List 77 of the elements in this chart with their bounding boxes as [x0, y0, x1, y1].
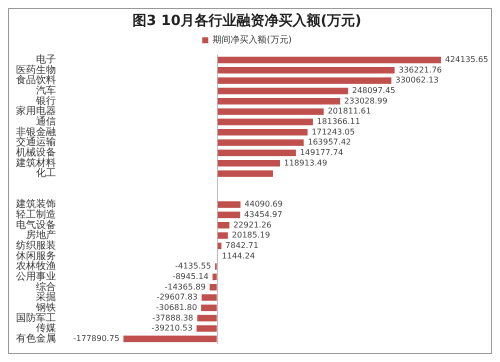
chart-title: 图3 10月各行业融资净买入额(万元): [132, 12, 362, 30]
bar: [218, 150, 296, 156]
y-tick-label: 化工: [36, 167, 56, 180]
bar: [201, 304, 217, 312]
y-tick-label: 综合: [36, 280, 56, 293]
y-tick-label: 食品饮料: [16, 74, 56, 86]
bar: [197, 314, 217, 322]
y-tick-label: 机械设备: [16, 146, 56, 159]
bar: [218, 170, 273, 177]
bar: [218, 232, 228, 239]
y-tick-label: 汽车: [36, 84, 56, 97]
bar: [218, 88, 348, 94]
bar: [218, 160, 280, 167]
data-label: -39210.53: [152, 324, 193, 333]
data-label: 7842.71: [225, 240, 258, 250]
y-tick-label: 建筑材料: [15, 156, 56, 169]
bar: [210, 284, 217, 290]
y-tick-label: 建筑装饰: [15, 198, 56, 210]
data-label: 330062.13: [395, 76, 439, 85]
data-label: 44090.69: [244, 200, 283, 209]
bar: [218, 67, 395, 74]
data-label: 43454.97: [244, 210, 282, 219]
data-label: 248097.45: [352, 86, 396, 96]
bar: [218, 77, 392, 84]
bar: [218, 212, 240, 218]
bar: [212, 274, 217, 280]
data-label: 22921.26: [233, 220, 272, 230]
data-label: 1144.24: [222, 251, 255, 260]
bar: [202, 294, 217, 301]
data-label: 336221.76: [398, 65, 442, 74]
y-tick-label: 电气设备: [16, 218, 56, 231]
y-tick-label: 国防军工: [16, 312, 56, 324]
data-label: 201811.61: [328, 106, 371, 116]
y-tick-label: 钢铁: [35, 301, 56, 314]
data-label: -29607.83: [156, 292, 198, 302]
y-tick-label: 采掘: [36, 291, 56, 304]
y-tick-label: 通信: [36, 116, 56, 128]
data-label: 233028.99: [344, 96, 388, 106]
data-label: -4135.55: [175, 262, 212, 271]
data-label: -37888.38: [152, 313, 194, 322]
y-tick-label: 家用电器: [16, 105, 56, 118]
y-tick-label: 交通运输: [16, 136, 56, 148]
data-label: -177890.75: [73, 334, 120, 343]
data-label: -30681.80: [156, 302, 198, 312]
bar: [196, 325, 217, 332]
data-label: 171243.05: [312, 127, 355, 136]
y-tick-label: 医药生物: [16, 64, 56, 76]
data-label: -14365.89: [164, 282, 206, 292]
y-tick-label: 房地产: [26, 229, 56, 242]
y-tick-label: 休闲服务: [16, 250, 56, 262]
bar: [218, 201, 241, 208]
bar: [218, 98, 340, 105]
data-label: 163957.42: [308, 138, 352, 147]
y-tick-label: 有色金属: [16, 332, 56, 344]
bar: [218, 129, 308, 136]
data-label: 424135.65: [444, 55, 488, 64]
y-tick-label: 银行: [35, 96, 56, 107]
data-label: 149177.74: [300, 148, 344, 157]
y-tick-label: 电子: [36, 54, 56, 66]
data-label: 181366.11: [316, 117, 360, 126]
y-tick-label: 轻工制造: [16, 208, 56, 220]
bar: [218, 242, 222, 250]
bar: [123, 336, 217, 342]
data-label: -8945.14: [172, 272, 209, 281]
data-label: 118913.49: [284, 158, 328, 168]
y-tick-label: 非银金融: [16, 126, 56, 138]
bar: [218, 139, 304, 146]
legend-label: 期间净买入额(万元): [212, 34, 292, 46]
data-label: 20185.19: [232, 230, 270, 240]
y-tick-label: 公用事业: [16, 270, 56, 282]
bar: [218, 118, 313, 126]
bar: [218, 222, 230, 228]
y-tick-label: 传媒: [36, 323, 56, 334]
bar: [218, 56, 441, 64]
y-tick-label: 纺织服装: [16, 239, 56, 252]
bar: [218, 108, 324, 115]
y-tick-label: 农林牧渔: [16, 260, 56, 272]
